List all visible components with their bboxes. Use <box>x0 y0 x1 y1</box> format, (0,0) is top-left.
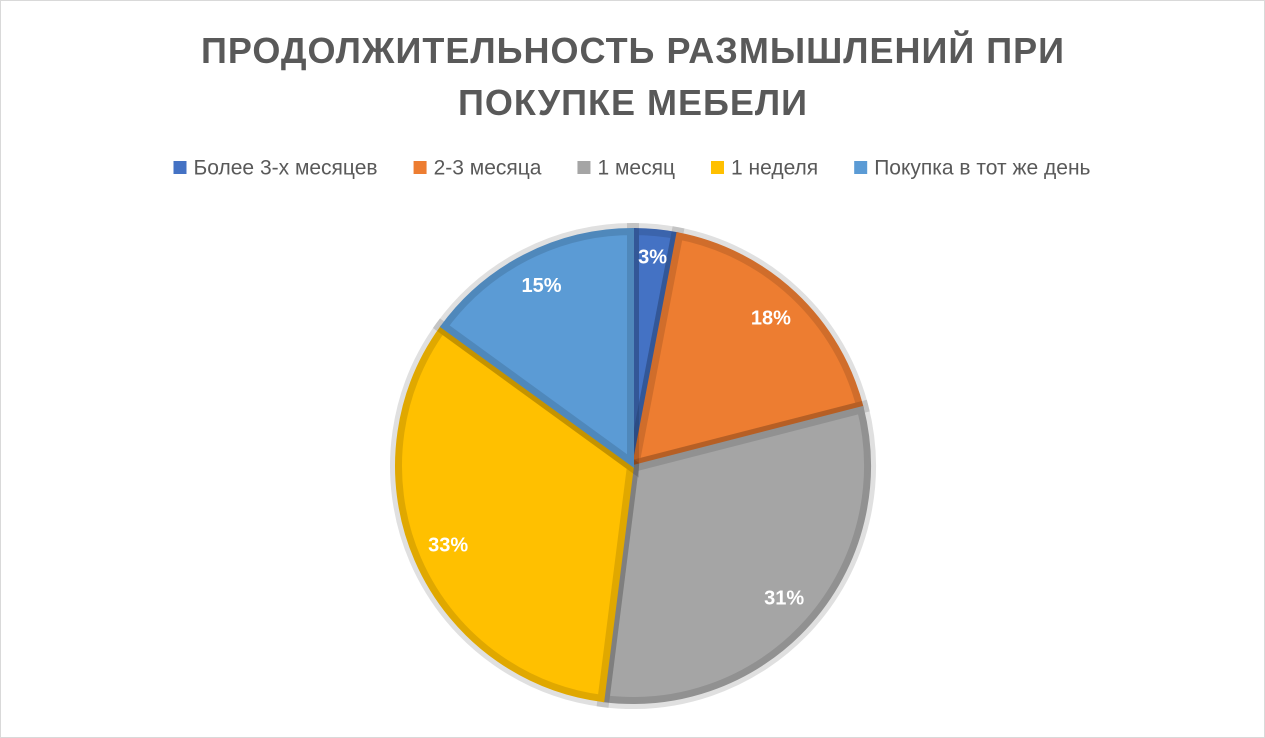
slice-border <box>390 318 640 708</box>
legend-marker <box>173 161 187 174</box>
pie-slice <box>395 325 635 703</box>
legend: Более 3-х месяцев 2-3 месяца 1 месяц 1 неде… <box>173 157 1091 180</box>
legend-marker <box>854 161 868 174</box>
slice-border <box>596 399 876 709</box>
legend-label: Более 3-х месяцев <box>193 157 377 180</box>
legend-marker <box>710 161 724 174</box>
value-label: 18% <box>751 307 791 329</box>
value-label: 15% <box>522 275 562 297</box>
pie-slice <box>631 232 864 468</box>
value-label: 3% <box>638 247 667 269</box>
pie-slice <box>439 227 634 468</box>
legend-label: Покупка в тот же день <box>874 157 1090 180</box>
slice-border <box>625 226 870 475</box>
chart-title: ПРОДОЛЖИТЕЛЬНОСТЬ РАЗМЫШЛЕНИЙ ПРИ ПОКУПК… <box>200 30 1066 123</box>
legend-marker <box>413 161 427 174</box>
legend-label: 1 месяц <box>597 157 675 180</box>
slice-border <box>432 222 639 478</box>
value-label: 33% <box>428 534 468 556</box>
legend-label: 2-3 месяца <box>434 157 542 180</box>
legend-label: 1 неделя <box>731 157 818 180</box>
legend-marker <box>577 161 591 174</box>
pie-slice <box>602 405 871 704</box>
value-label: 31% <box>764 588 804 610</box>
